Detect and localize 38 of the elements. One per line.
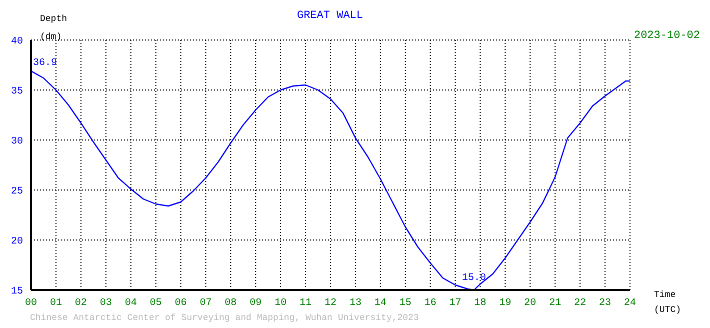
x-tick-label: 21 bbox=[549, 298, 562, 310]
x-tick-label: 02 bbox=[74, 298, 87, 310]
chart-title: GREAT WALL bbox=[296, 10, 363, 22]
x-tick-label: 18 bbox=[474, 298, 486, 310]
x-tick-label: 08 bbox=[224, 298, 237, 310]
y-tick-label: 15 bbox=[10, 286, 23, 298]
annotation: 36.9 bbox=[32, 58, 58, 69]
x-tick-label: 13 bbox=[349, 298, 362, 310]
x-tick-label: 19 bbox=[499, 298, 512, 310]
x-tick-label: 11 bbox=[300, 298, 312, 310]
x-tick-label: 17 bbox=[449, 298, 462, 310]
x-tick-label: 22 bbox=[574, 298, 586, 310]
x-tick-label: 12 bbox=[324, 298, 337, 310]
x-tick-label: 20 bbox=[524, 298, 536, 310]
x-tick-label: 03 bbox=[100, 298, 112, 310]
x-tick-label: 14 bbox=[374, 298, 386, 310]
y-tick-label: 30 bbox=[10, 136, 23, 148]
x-tick-label: 05 bbox=[150, 298, 162, 310]
text: 2023-10-02 bbox=[632, 30, 700, 42]
x-tick-label: 15 bbox=[399, 298, 412, 310]
x-tick-label: 09 bbox=[250, 298, 262, 310]
x-tick-label: 23 bbox=[599, 298, 612, 310]
x-tick-label: 06 bbox=[174, 298, 187, 310]
x-tick-label: 16 bbox=[424, 298, 436, 310]
y-tick-label: 40 bbox=[10, 36, 23, 48]
annotation: 15.0 bbox=[462, 273, 486, 284]
x-tick-label: 24 bbox=[624, 298, 636, 310]
text: Chinese Antarctic Center of Surveying and Mapping, Wuhan University,2023 bbox=[30, 313, 419, 323]
x-tick-label: 01 bbox=[50, 298, 62, 310]
x-axis-title: Time (UTC) bbox=[654, 289, 682, 317]
x-tick-label: 00 bbox=[24, 298, 38, 310]
y-tick-label: 20 bbox=[10, 236, 23, 248]
y-tick-label: 25 bbox=[10, 186, 23, 198]
x-tick-label: 10 bbox=[274, 298, 287, 310]
y-axis-title: Depth (dm) bbox=[40, 13, 68, 44]
x-tick-label: 04 bbox=[124, 298, 137, 310]
y-tick-label: 35 bbox=[10, 86, 23, 98]
x-tick-label: 07 bbox=[200, 298, 212, 310]
